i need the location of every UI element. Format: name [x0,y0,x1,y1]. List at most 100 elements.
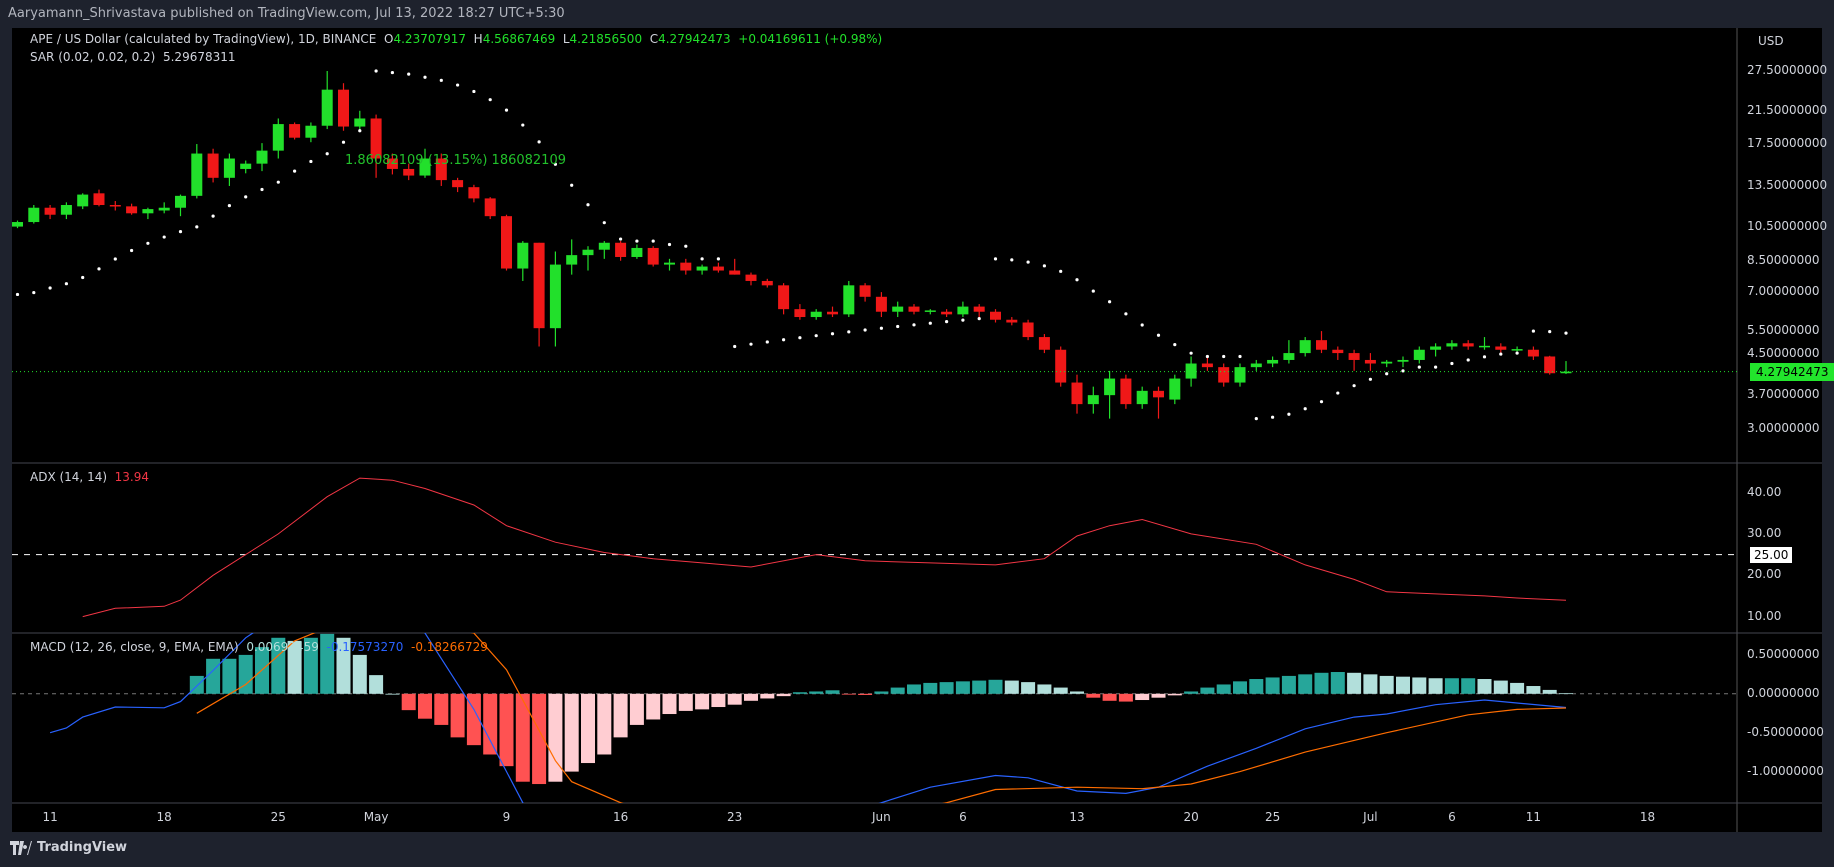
candle-body [615,242,627,257]
sar-dot [390,70,394,75]
price-tick-label: 27.50000000 [1747,63,1828,77]
sar-dot [293,169,297,173]
sar-dot [1042,264,1046,268]
macd-histogram-bar [1118,693,1133,702]
sar-dot [1091,289,1095,293]
candle-body [207,153,219,178]
candle-body [223,158,235,178]
candle-body [1413,349,1425,360]
candle-body [1234,367,1246,383]
adx-legend[interactable]: ADX (14, 14) 13.94 [30,470,149,484]
candle-body [1087,395,1099,405]
adx-line [82,477,1567,618]
macd-histogram-bar [287,640,302,694]
macd-histogram-bar [841,693,856,695]
candle-body [93,193,105,206]
macd-histogram-bar [369,675,384,694]
time-tick-label: 25 [1264,810,1281,824]
candle-body [1462,343,1474,347]
adx-tick-label: 30.00 [1747,525,1782,540]
macd-histogram-bar [1412,677,1427,694]
macd-histogram-bar [564,693,579,772]
sar-dot [1548,330,1552,334]
sar-dot [1352,384,1356,388]
sar-dot [879,326,884,330]
candle-body [1201,363,1213,368]
candle-body [1430,346,1442,350]
macd-hist-value: 0.00693459 [246,640,319,654]
sar-dot [276,180,280,184]
symbol-title[interactable]: APE / US Dollar (calculated by TradingVi… [30,32,377,46]
macd-signal-value: -0.18266729 [410,640,488,654]
candle-body [175,195,186,208]
macd-pane [12,633,1737,803]
high-value: 4.56867469 [482,32,556,46]
adx-pane [12,477,1737,618]
sar-dot [1385,372,1389,376]
candle-body [696,266,708,271]
adx-tick-label: 40.00 [1747,484,1782,499]
sar-dot [1336,391,1340,395]
candle-body [501,216,512,269]
sar-dot [1287,412,1291,416]
adx-tick-label: 10.00 [1747,608,1782,623]
candle-body [1544,356,1556,374]
macd-histogram-bar [303,637,318,694]
macd-histogram-bar [923,682,938,694]
candle-body [1511,349,1523,351]
adx-tick-label: 20.00 [1747,567,1782,582]
sar-dot [1271,415,1275,419]
macd-histogram-bar [744,693,758,701]
macd-histogram-bar [629,693,644,725]
macd-histogram-bar [1298,674,1313,694]
tradingview-logo[interactable]: TradingView [10,840,127,855]
candle-body [1446,343,1458,347]
candle-body [745,274,757,281]
sar-dot [716,257,721,261]
sar-dot [830,332,835,336]
time-tick-label: May [363,810,389,824]
sar-dot [847,330,851,334]
candle-body [957,306,969,315]
macd-legend[interactable]: MACD (12, 26, close, 9, EMA, EMA) 0.0069… [30,640,488,654]
macd-histogram-bar [1053,687,1068,694]
sar-dot [896,324,900,329]
candle-body [60,205,72,215]
macd-histogram-bar [1249,679,1264,694]
macd-histogram-bar [646,693,661,720]
candle-body [109,205,121,207]
sar-dot [1499,352,1503,356]
candle-body [1267,359,1279,364]
time-tick-label: 23 [727,810,743,824]
candle-body [44,207,56,215]
sar-dot [32,290,36,295]
candle-body [1153,390,1164,398]
main-pane [12,69,1737,421]
macd-label: MACD (12, 26, close, 9, EMA, EMA) [30,640,239,654]
low-value: 4.21856500 [569,32,643,46]
macd-histogram-bar [874,691,889,694]
time-tick-label: Jun [872,810,891,824]
time-tick-label: 6 [959,810,967,824]
candle-body [859,285,871,297]
macd-histogram-bar [695,693,710,710]
sar-dot [798,336,802,340]
candle-body [1006,319,1018,323]
chart-area[interactable]: APE / US Dollar (calculated by TradingVi… [12,28,1834,832]
sar-dot [602,221,606,225]
chart-canvas[interactable] [12,28,1822,832]
macd-signal-line [196,633,1567,803]
macd-histogram-bar [955,681,970,694]
macd-histogram-bar [222,658,237,694]
sar-dot [309,159,313,164]
macd-histogram-bar [206,658,221,694]
macd-histogram-bar [1233,681,1247,694]
macd-histogram-bar [1330,672,1345,694]
candle-body [827,311,838,315]
time-tick-label: 11 [1525,810,1542,824]
candle-body [1299,340,1311,354]
sar-dot [733,344,737,349]
sar-legend[interactable]: SAR (0.02, 0.02, 0.2) 5.29678311 [30,50,236,64]
macd-histogram-bar [385,693,400,695]
price-tick-label: 5.50000000 [1747,323,1820,338]
